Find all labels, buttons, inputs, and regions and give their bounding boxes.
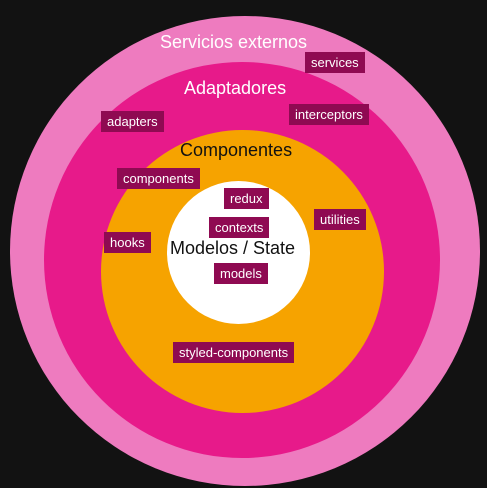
adapters-title: Adaptadores: [184, 78, 287, 98]
tag-services: services: [305, 52, 365, 73]
tag-utilities: utilities: [314, 209, 366, 230]
models-state-title: Modelos / State: [170, 238, 296, 258]
tag-styled-components: styled-components: [173, 342, 295, 363]
external-services-title: Servicios externos: [160, 32, 308, 52]
tag-models: models: [214, 263, 268, 284]
tag-hooks: hooks: [104, 232, 151, 253]
tag-contexts: contexts: [209, 217, 270, 238]
components-title: Componentes: [180, 140, 293, 160]
tag-components: components: [117, 168, 200, 189]
tag-interceptors: interceptors: [289, 104, 369, 125]
tag-adapters: adapters: [101, 111, 164, 132]
tag-redux: redux: [224, 188, 269, 209]
